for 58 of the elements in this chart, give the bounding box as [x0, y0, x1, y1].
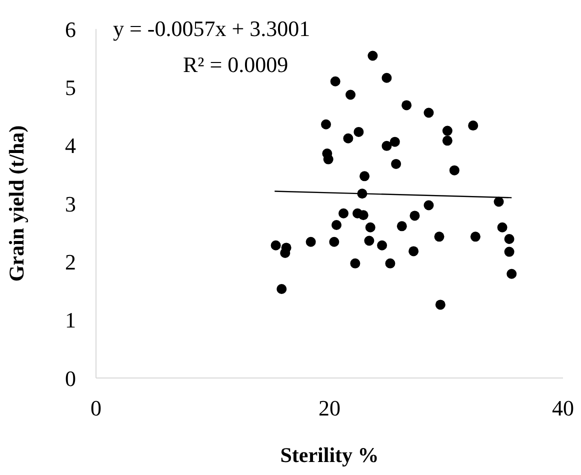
point	[323, 154, 334, 164]
point	[504, 234, 514, 244]
point	[350, 258, 360, 268]
x-axis-title: Sterility %	[280, 443, 379, 467]
point	[357, 188, 368, 199]
point	[449, 165, 460, 176]
annotation: R² = 0.0009	[183, 52, 288, 78]
point	[424, 108, 434, 118]
y-tick-label: 1	[65, 308, 76, 333]
y-tick-label: 3	[65, 191, 76, 216]
point	[468, 120, 478, 131]
point	[320, 119, 331, 130]
point	[504, 246, 514, 257]
point	[396, 221, 407, 232]
point	[276, 284, 287, 294]
point	[494, 196, 504, 207]
point	[365, 222, 376, 232]
y-tick-label: 0	[65, 366, 76, 391]
point	[364, 236, 374, 246]
point	[358, 210, 368, 220]
point	[360, 171, 370, 182]
point	[497, 222, 508, 232]
point	[434, 232, 444, 242]
point	[377, 240, 388, 250]
point	[354, 126, 364, 137]
point	[330, 76, 340, 86]
annotation: y = -0.0057x + 3.3001	[113, 16, 310, 42]
point	[390, 136, 400, 147]
point	[470, 232, 480, 242]
point	[338, 208, 349, 218]
point	[410, 210, 420, 221]
point	[424, 200, 434, 210]
point	[442, 136, 452, 146]
point	[385, 258, 396, 268]
point	[306, 236, 316, 247]
point	[435, 300, 446, 310]
y-axis-title: Grain yield (t/ha)	[4, 125, 28, 282]
point	[343, 133, 354, 144]
y-tick-label: 2	[65, 249, 76, 274]
point	[382, 140, 392, 151]
point	[506, 268, 517, 279]
point	[391, 158, 402, 169]
point	[346, 90, 356, 100]
point	[408, 246, 419, 256]
y-tick-label: 4	[65, 133, 76, 158]
point	[332, 220, 342, 230]
y-tick-label: 6	[65, 16, 76, 42]
y-tick-label: 5	[65, 74, 76, 100]
point	[442, 126, 452, 136]
x-tick-label: 0	[90, 396, 102, 421]
point	[382, 72, 392, 83]
x-tick-label: 20	[318, 396, 340, 421]
x-tick-label: 40	[552, 396, 574, 421]
point	[368, 50, 378, 61]
point	[280, 248, 290, 258]
point	[270, 240, 281, 250]
point	[402, 100, 412, 110]
point	[329, 236, 340, 247]
